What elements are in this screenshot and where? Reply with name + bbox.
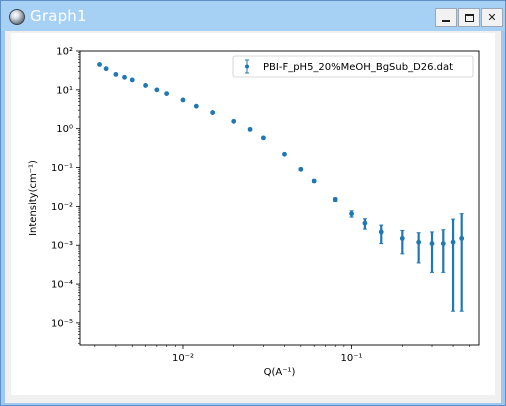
y-tick-label: 10⁻²: [51, 202, 73, 213]
data-point: [459, 235, 465, 241]
data-point: [429, 241, 435, 247]
sphere-icon[interactable]: [9, 9, 25, 25]
minimize-button[interactable]: [435, 8, 457, 27]
y-tick-label: 10⁻³: [51, 241, 73, 252]
data-point: [154, 87, 160, 93]
x-axis-label: Q(A⁻¹): [264, 367, 296, 378]
maximize-button[interactable]: [458, 8, 480, 27]
y-tick-label: 10¹: [56, 85, 73, 96]
data-point: [440, 241, 446, 247]
data-point: [97, 62, 102, 67]
y-tick-label: 10⁻⁴: [51, 280, 73, 291]
y-tick-label: 10⁻⁵: [51, 318, 73, 329]
data-point: [349, 211, 354, 217]
y-tick-label: 10⁰: [56, 124, 73, 135]
data-point: [298, 166, 304, 172]
data-point: [164, 91, 170, 97]
legend-label: PBI-F_pH5_20%MeOH_BgSub_D26.dat: [263, 62, 453, 73]
legend-box: [232, 55, 474, 78]
legend[interactable]: PBI-F_pH5_20%MeOH_BgSub_D26.dat: [232, 55, 474, 78]
minimize-icon: [442, 19, 450, 22]
series-layer: [97, 62, 465, 312]
chart: 10⁻⁵ 10⁻⁴ 10⁻³ 10⁻² 10⁻¹ 10⁰ 10¹ 10² 10⁻² 10⁻¹ Q(…: [28, 47, 480, 378]
data-point: [210, 110, 216, 115]
data-point: [261, 135, 266, 141]
data-point: [180, 97, 186, 103]
legend-marker: [245, 64, 249, 69]
data-point: [247, 126, 253, 132]
y-tick-label: 10²: [56, 47, 73, 58]
maximize-icon: [464, 13, 474, 22]
ticks-layer: 10⁻⁵ 10⁻⁴ 10⁻³ 10⁻² 10⁻¹ 10⁰ 10¹ 10² 10⁻² 10⁻¹: [51, 47, 470, 364]
data-point: [122, 74, 127, 80]
data-point: [193, 103, 199, 109]
data-point: [143, 83, 148, 88]
data-point: [332, 197, 338, 202]
data-point: [450, 239, 456, 245]
data-point: [113, 71, 119, 77]
figure-canvas: 10⁻⁵ 10⁻⁴ 10⁻³ 10⁻² 10⁻¹ 10⁰ 10¹ 10² 10⁻² 10⁻¹ Q(…: [11, 33, 495, 395]
data-point: [311, 178, 317, 184]
y-tick-label: 10⁻¹: [51, 163, 73, 174]
plot-frame: [79, 50, 480, 346]
data-point: [399, 235, 405, 241]
close-icon: ✕: [487, 11, 497, 24]
data-point: [416, 239, 422, 245]
data-point: [231, 118, 237, 124]
x-tick-label: 10⁻¹: [341, 353, 363, 364]
data-point: [103, 66, 109, 72]
x-tick-label: 10⁻²: [172, 353, 194, 364]
y-axis-label: Intensity(cm⁻¹): [28, 160, 39, 236]
client-area: 10⁻⁵ 10⁻⁴ 10⁻³ 10⁻² 10⁻¹ 10⁰ 10¹ 10² 10⁻² 10⁻¹ Q(…: [5, 31, 501, 403]
data-point: [362, 220, 368, 226]
data-point: [129, 77, 135, 83]
data-point: [378, 229, 384, 235]
title-bar[interactable]: Graph1 ✕: [1, 1, 505, 31]
close-button[interactable]: ✕: [481, 8, 503, 27]
data-series: [97, 62, 465, 312]
window-title: Graph1: [30, 7, 87, 25]
data-point: [282, 151, 287, 157]
